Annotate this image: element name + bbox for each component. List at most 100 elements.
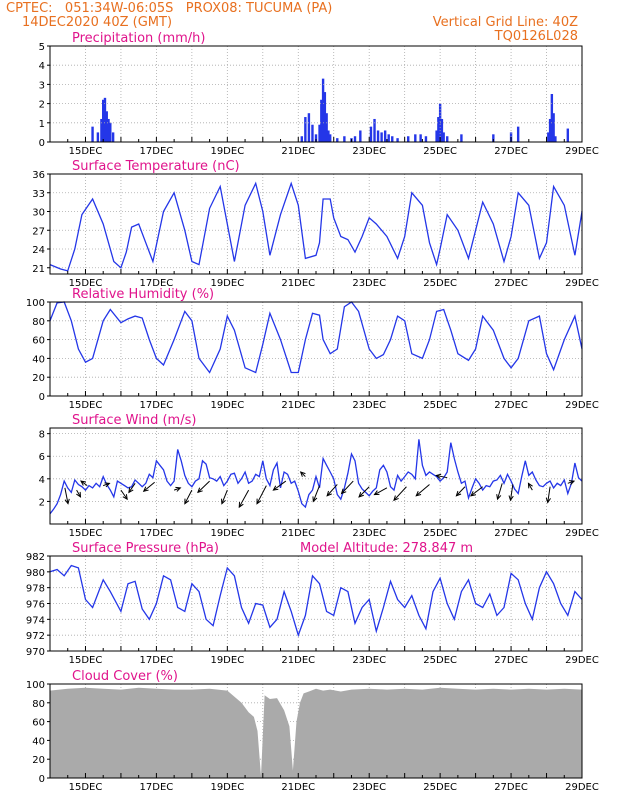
wind-arrow-head (64, 498, 70, 505)
y-tick-label: 978 (26, 584, 45, 595)
wind-arrow (197, 480, 210, 493)
x-tick-label: 27DEC (494, 400, 528, 411)
y-tick-label: 4 (39, 61, 45, 72)
x-tick-label: 23DEC (352, 655, 386, 666)
wind-arrow-head (496, 494, 502, 501)
panel-frame (49, 45, 583, 143)
precipitation-bar (376, 130, 380, 142)
y-tick-label: 100 (26, 680, 45, 691)
precipitation-bar (105, 111, 108, 142)
x-tick-label: 27DEC (494, 782, 528, 793)
precipitation-bar (414, 134, 417, 142)
wind-arrow-head (527, 482, 533, 489)
x-tick-label: 29DEC (565, 528, 599, 539)
x-tick-label: 29DEC (565, 146, 599, 157)
wind-arrow (470, 486, 483, 497)
y-tick-label: 80 (32, 317, 45, 328)
y-tick-label: 1 (39, 119, 45, 130)
wind-arrow (341, 480, 354, 494)
series-line (49, 181, 583, 272)
precipitation-bar (320, 99, 323, 142)
precipitation-bar (437, 117, 440, 142)
precipitation-bar (96, 132, 100, 142)
precipitation-bar (460, 134, 463, 142)
wind-arrow-head (358, 492, 364, 498)
x-tick-label: 17DEC (140, 146, 174, 157)
precipitation-bar (336, 138, 339, 142)
precipitation-bar (300, 136, 304, 142)
wind-arrow-head (326, 490, 332, 497)
x-tick-label: 17DEC (140, 400, 174, 411)
wind-arrow (528, 483, 533, 491)
temperature-panel: Surface Temperature (nC) 15DEC 17DEC 19DEC 2… (32, 159, 599, 289)
y-tick-label: 4 (39, 475, 45, 486)
y-tick-label: 33 (32, 189, 45, 200)
x-tick-label: 19DEC (210, 528, 244, 539)
wind-arrow-head (393, 495, 399, 502)
wind-arrow (64, 487, 69, 504)
precipitation-bar (424, 136, 428, 142)
x-tick-label: 19DEC (210, 782, 244, 793)
wind-arrow (358, 486, 370, 498)
x-tick-label: 29DEC (565, 278, 599, 289)
x-tick-label: 23DEC (352, 528, 386, 539)
series-line (49, 439, 583, 515)
wind-arrow (510, 484, 514, 501)
x-tick-label: 15DEC (69, 278, 103, 289)
x-tick-label: 29DEC (565, 400, 599, 411)
precipitation-bar (387, 134, 390, 142)
panel-title: Relative Humidity (%) (72, 287, 214, 302)
panel-title: Surface Temperature (nC) (72, 159, 240, 174)
x-tick-label: 25DEC (423, 528, 457, 539)
header-grid-note: Vertical Grid Line: 40Z (433, 15, 578, 30)
precipitation-bar (548, 118, 552, 142)
precipitation-bar (552, 113, 555, 142)
y-tick-label: 972 (26, 631, 45, 642)
pressure-panel: Surface Pressure (hPa) Model Altitude: 27… (26, 541, 599, 666)
wind-arrow-head (80, 480, 87, 486)
series-line (49, 301, 583, 374)
header-model-id: TQ0126L028 (494, 29, 578, 44)
wind-arrow-head (545, 497, 551, 504)
panel-title: Surface Pressure (hPa) (72, 541, 219, 556)
wind-arrow-head (122, 494, 128, 501)
y-tick-label: 8 (39, 430, 45, 441)
y-tick-label: 974 (26, 615, 45, 626)
x-tick-label: 21DEC (281, 146, 315, 157)
x-tick-label: 25DEC (423, 782, 457, 793)
wind-arrow (456, 486, 466, 497)
precipitation-bar (304, 117, 307, 142)
x-tick-label: 17DEC (140, 782, 174, 793)
wind-arrow-head (415, 490, 422, 497)
precipitation-bar (100, 118, 103, 142)
precipitation-bar (327, 130, 330, 142)
model-altitude-label: Model Altitude: 278.847 m (300, 541, 473, 556)
cloud-cover-area (50, 687, 582, 778)
precipitation-bar (407, 136, 410, 142)
y-tick-label: 3 (39, 80, 45, 91)
y-tick-label: 0 (39, 774, 45, 785)
wind-arrow-head (272, 485, 279, 491)
y-tick-label: 27 (32, 226, 45, 237)
precipitation-bar (325, 113, 328, 142)
wind-arrow-head (569, 480, 576, 486)
wind-arrow-head (184, 498, 190, 505)
precipitation-bar (91, 126, 94, 142)
x-tick-label: 17DEC (140, 278, 174, 289)
precipitation-bar (321, 78, 325, 142)
x-tick-label: 19DEC (210, 655, 244, 666)
x-tick-label: 17DEC (140, 528, 174, 539)
y-tick-label: 20 (32, 373, 45, 384)
y-tick-label: 60 (32, 718, 45, 729)
x-tick-label: 29DEC (565, 655, 599, 666)
precipitation-bar (383, 130, 387, 142)
y-tick-label: 2 (39, 497, 45, 508)
y-tick-label: 970 (26, 647, 45, 658)
x-tick-label: 25DEC (423, 655, 457, 666)
precipitation-bar (554, 136, 557, 142)
wind-arrow-head (373, 490, 380, 496)
y-tick-label: 100 (26, 298, 45, 309)
y-tick-label: 976 (26, 600, 45, 611)
x-tick-label: 21DEC (281, 655, 315, 666)
precipitation-bar (353, 136, 357, 142)
